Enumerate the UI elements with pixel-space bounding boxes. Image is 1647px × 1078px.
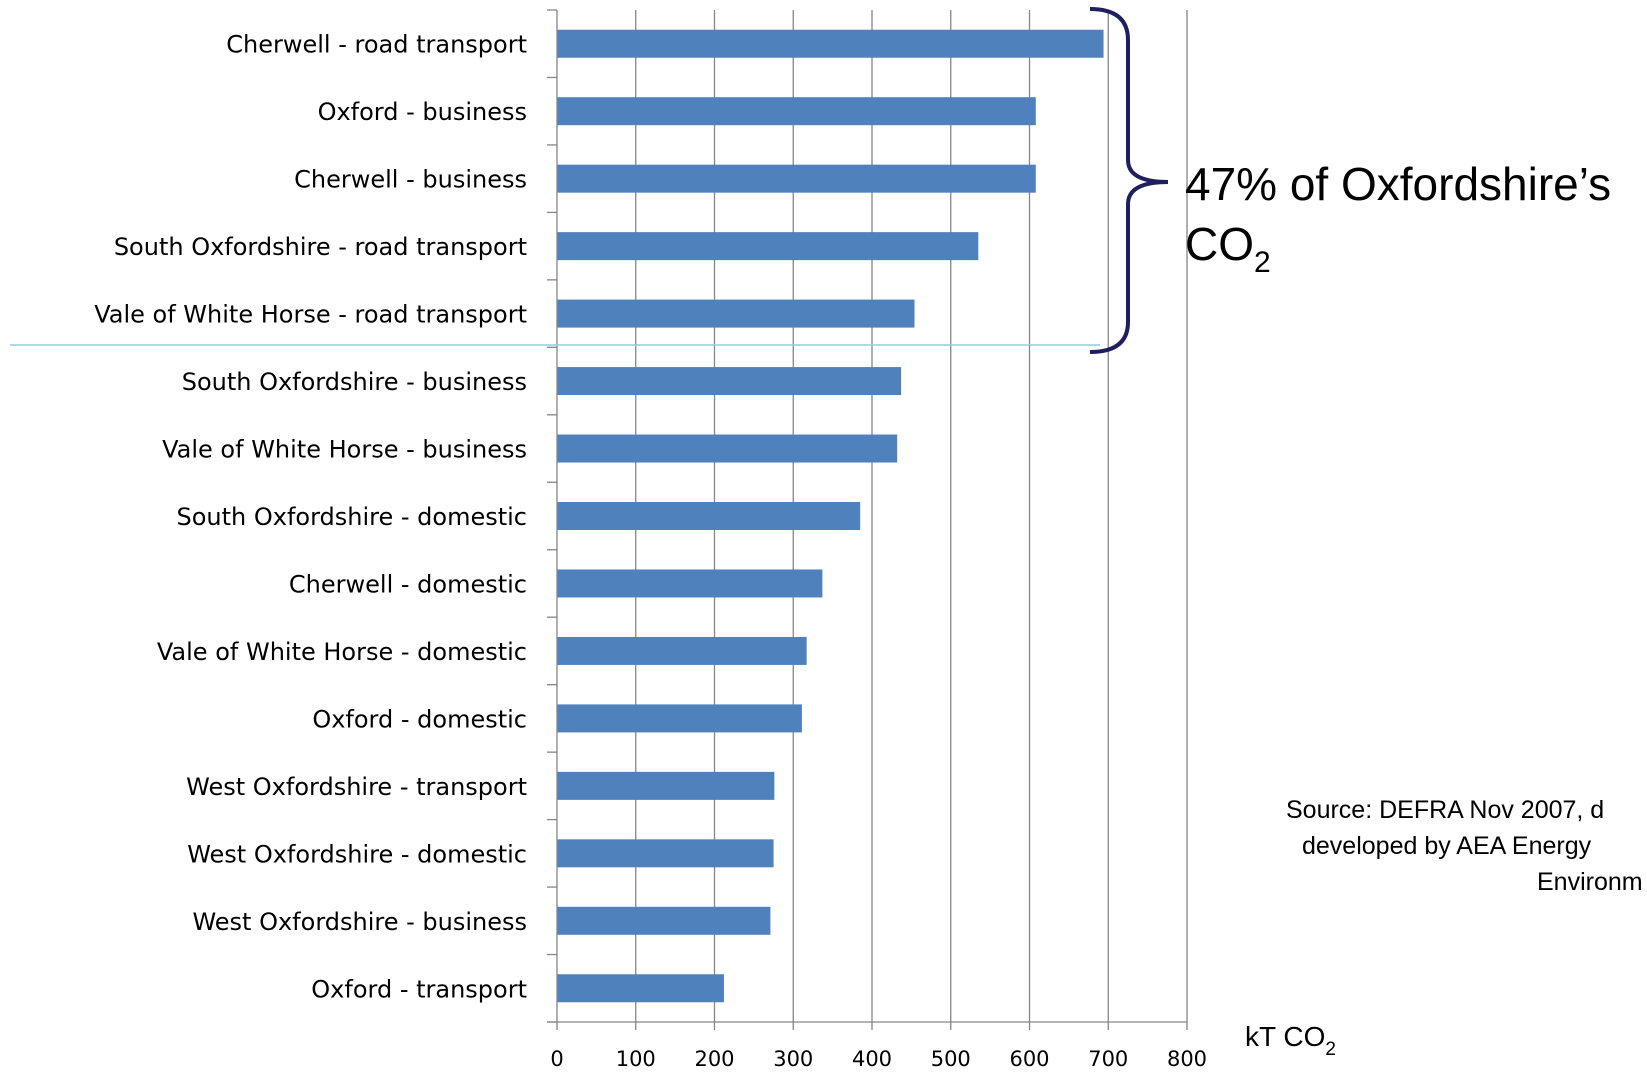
source-line-2: developed by AEA Energy — [1302, 832, 1592, 860]
x-tick-label: 500 — [931, 1047, 971, 1071]
bars — [557, 29, 1104, 1003]
bar — [557, 839, 774, 868]
bar — [557, 771, 775, 800]
bar — [557, 906, 771, 935]
bar — [557, 704, 802, 733]
bar — [557, 164, 1036, 193]
category-label: West Oxfordshire - transport — [186, 773, 527, 801]
category-label: South Oxfordshire - domestic — [176, 503, 527, 531]
bar — [557, 636, 807, 665]
annotation-text: 47% of Oxfordshire’s — [1185, 158, 1611, 210]
category-label: Oxford - transport — [311, 975, 527, 1003]
unit-main: kT CO — [1245, 1021, 1325, 1052]
category-label: Vale of White Horse - business — [162, 436, 527, 464]
category-label: Vale of White Horse - domestic — [157, 638, 527, 666]
x-axis-unit-label: kT CO2 — [1245, 1021, 1336, 1060]
bar — [557, 97, 1036, 126]
category-label: Oxford - business — [318, 98, 527, 126]
bar — [557, 367, 902, 396]
x-tick-label: 800 — [1167, 1047, 1207, 1071]
x-tick-label: 100 — [616, 1047, 656, 1071]
curly-brace-annotation — [1089, 7, 1169, 354]
annotation-line2-sub: 2 — [1254, 246, 1271, 279]
bar — [557, 502, 861, 530]
bar — [557, 232, 979, 261]
category-label: Oxford - domestic — [312, 705, 527, 733]
bar — [557, 299, 915, 328]
category-label: Vale of White Horse - road transport — [94, 301, 527, 329]
annotation-line1: 47% of Oxfordshire’s — [1185, 158, 1611, 210]
bar — [557, 974, 724, 1003]
category-label: South Oxfordshire - road transport — [114, 233, 527, 261]
category-label: South Oxfordshire - business — [182, 368, 527, 396]
category-label: West Oxfordshire - business — [192, 908, 527, 936]
x-tick-labels: 0 100 200 300 400 500 600 700 800 — [550, 1047, 1207, 1071]
source-line-3: Environm — [1537, 868, 1643, 896]
x-tick-label: 400 — [852, 1047, 892, 1071]
x-tick-label: 700 — [1088, 1047, 1128, 1071]
category-label: Cherwell - business — [294, 166, 527, 194]
annotation-line2-main: CO — [1185, 218, 1254, 270]
axes — [547, 9, 1188, 1030]
category-label: West Oxfordshire - domestic — [187, 840, 527, 868]
source-line-1: Source: DEFRA Nov 2007, d — [1286, 796, 1604, 824]
category-labels: Cherwell - road transport Oxford - busine… — [94, 31, 527, 1004]
annotation-co2: CO2 — [1185, 218, 1271, 279]
x-tick-label: 300 — [773, 1047, 813, 1071]
x-tick-label: 600 — [1009, 1047, 1049, 1071]
category-label: Cherwell - domestic — [289, 570, 527, 598]
x-tick-label: 200 — [694, 1047, 734, 1071]
unit-sub: 2 — [1325, 1039, 1336, 1060]
bar — [557, 434, 898, 463]
x-tick-label: 0 — [550, 1047, 563, 1071]
bar — [557, 569, 823, 598]
category-label: Cherwell - road transport — [226, 31, 527, 59]
bar — [557, 29, 1104, 58]
